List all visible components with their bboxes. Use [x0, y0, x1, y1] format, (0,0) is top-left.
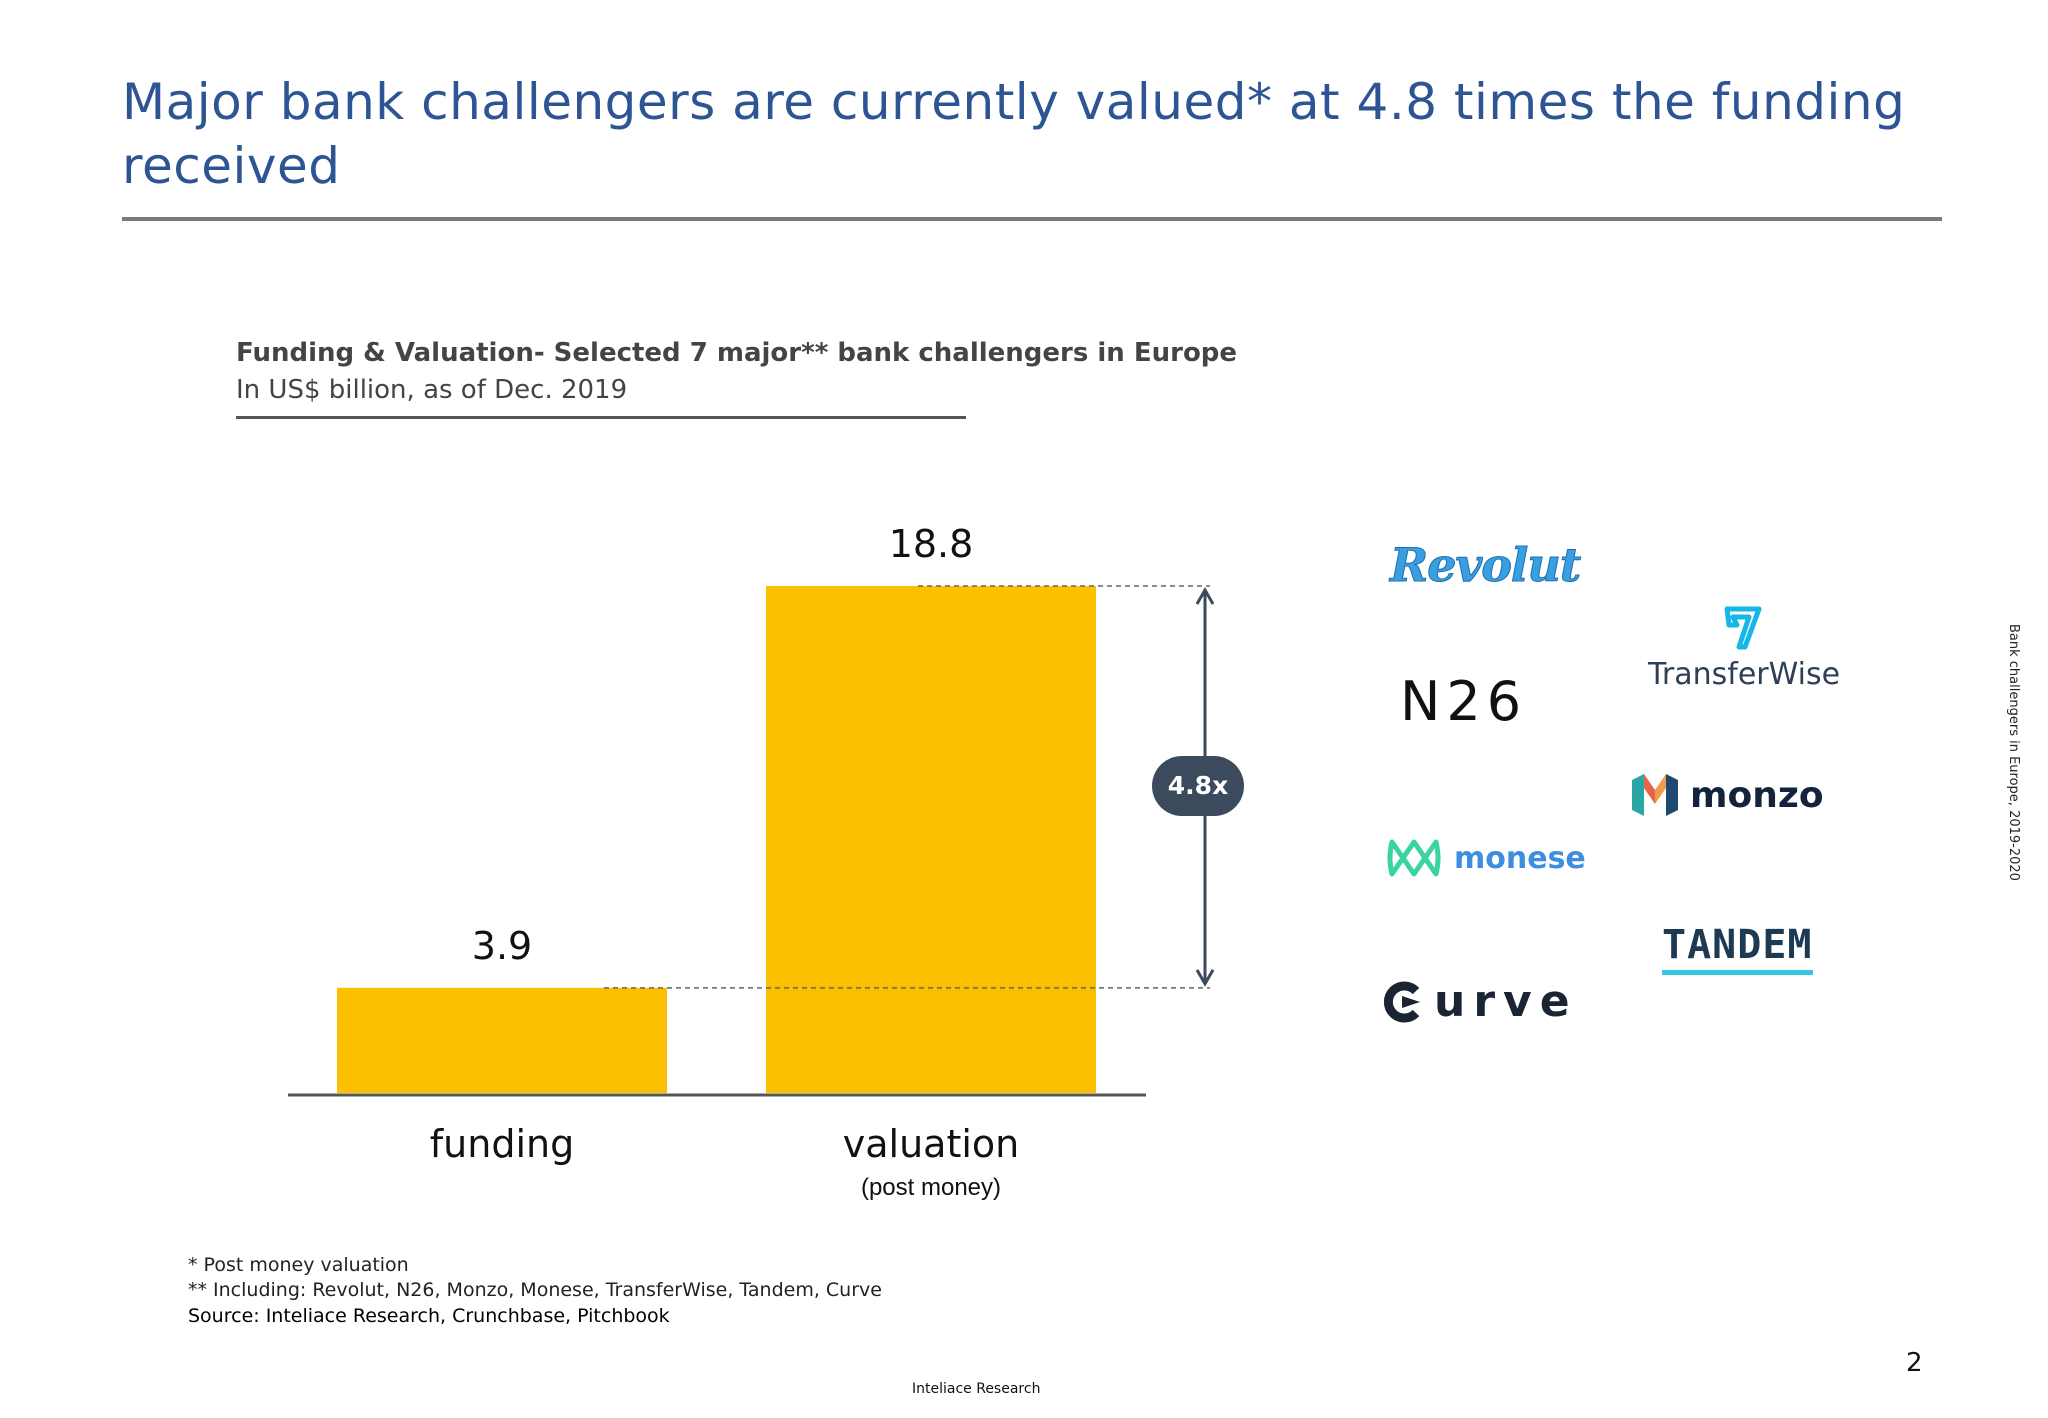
monese-logo-text: monese: [1454, 840, 1586, 876]
monese-m-icon: [1387, 839, 1441, 877]
monzo-m-icon: [1632, 774, 1678, 816]
footer-brand: Inteliace Research: [912, 1381, 1041, 1397]
revolut-logo: Revolut: [1389, 538, 1581, 593]
chart-subheading: In US$ billion, as of Dec. 2019: [236, 375, 628, 405]
bar-funding: [337, 987, 667, 1093]
curve-c-icon: [1383, 981, 1420, 1022]
chart-heading: Funding & Valuation- Selected 7 major** …: [236, 338, 1238, 368]
ratio-arrow-head-down: [1195, 969, 1215, 987]
category-label-funding: funding: [429, 1122, 575, 1166]
footnote-including: ** Including: Revolut, N26, Monzo, Mones…: [188, 1279, 882, 1301]
ratio-arrow-head-up: [1195, 586, 1215, 605]
tandem-logo: TANDEM: [1662, 922, 1813, 975]
n26-logo-text: N26: [1400, 670, 1528, 733]
transferwise-logo-text: TransferWise: [1648, 657, 1841, 692]
footnote-source: Source: Inteliace Research, Crunchbase, …: [188, 1305, 670, 1327]
curve-logo-text: urve: [1434, 976, 1578, 1027]
footnote-valuation: * Post money valuation: [188, 1254, 409, 1276]
category-sublabel-valuation: (post money): [860, 1174, 1002, 1201]
monese-logo: monese: [1386, 836, 1586, 880]
ratio-badge: 4.8x: [1152, 756, 1244, 816]
value-label-funding: 3.9: [471, 923, 533, 968]
n26-logo: N26: [1400, 670, 1527, 733]
transferwise-flag-icon: [1724, 606, 1762, 650]
page-number: 2: [1906, 1348, 1923, 1378]
monzo-logo: monzo: [1630, 772, 1824, 818]
title-divider: [122, 217, 1942, 221]
category-label-valuation: valuation: [842, 1122, 1020, 1166]
curve-logo: urve: [1380, 976, 1578, 1027]
slide-title: Major bank challengers are currently val…: [122, 73, 1906, 195]
transferwise-logo: TransferWise: [1648, 605, 1841, 692]
monzo-logo-text: monzo: [1690, 774, 1824, 816]
bar-valuation: [766, 586, 1096, 1093]
side-note: Bank challengers in Europe, 2019-2020: [2006, 624, 2021, 881]
chart-heading-divider: [236, 416, 966, 419]
value-label-valuation: 18.8: [888, 522, 974, 566]
